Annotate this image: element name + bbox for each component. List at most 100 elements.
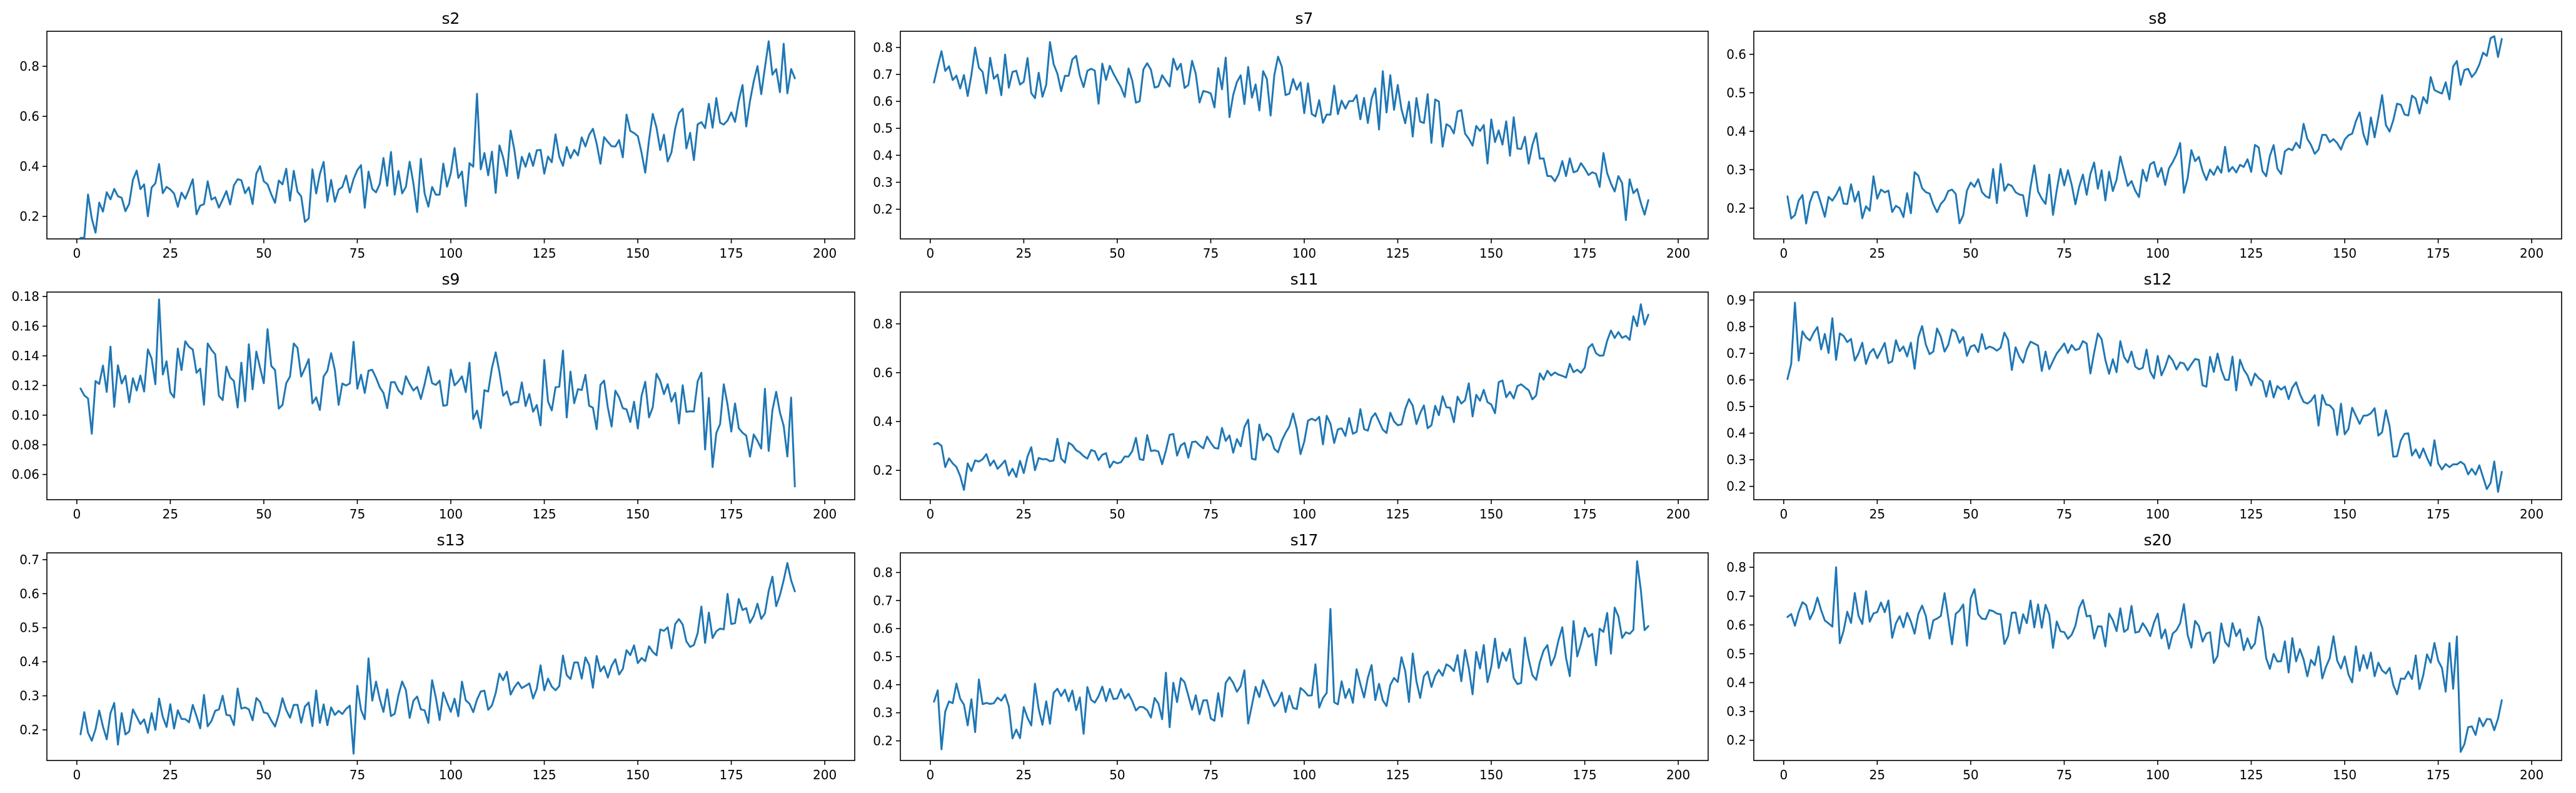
- x-tick-label: 75: [350, 246, 365, 261]
- x-tick-label: 200: [1666, 507, 1690, 522]
- panel-title: s17: [1291, 531, 1319, 549]
- panel-title: s11: [1291, 270, 1319, 288]
- y-tick-label: 0.6: [873, 365, 893, 380]
- y-tick-label: 0.3: [873, 174, 893, 189]
- y-tick-label: 0.4: [1726, 426, 1746, 441]
- x-tick-label: 175: [720, 767, 743, 782]
- x-tick-label: 75: [2056, 507, 2072, 522]
- panel-title: s12: [2144, 270, 2172, 288]
- y-tick-label: 0.18: [11, 289, 39, 304]
- x-tick-label: 50: [1963, 246, 1978, 261]
- x-tick-label: 25: [1869, 507, 1885, 522]
- x-tick-label: 175: [2427, 507, 2450, 522]
- y-tick-label: 0.8: [873, 40, 893, 55]
- x-tick-label: 125: [1386, 767, 1409, 782]
- x-tick-label: 175: [1573, 507, 1597, 522]
- x-tick-label: 200: [813, 507, 837, 522]
- x-tick-label: 125: [532, 767, 556, 782]
- series-line-s7: [933, 41, 1649, 221]
- y-tick-label: 0.8: [873, 565, 893, 580]
- y-tick-label: 0.2: [873, 463, 893, 478]
- x-tick-label: 50: [1109, 507, 1125, 522]
- axes-frame: [900, 31, 1709, 240]
- x-tick-label: 200: [813, 767, 837, 782]
- x-tick-label: 100: [1292, 767, 1316, 782]
- y-tick-label: 0.3: [1726, 704, 1746, 719]
- y-tick-label: 0.6: [19, 109, 39, 124]
- x-tick-label: 200: [2520, 767, 2543, 782]
- x-tick-label: 150: [1479, 507, 1503, 522]
- x-tick-label: 125: [532, 507, 556, 522]
- x-tick-label: 25: [1869, 246, 1885, 261]
- x-tick-label: 50: [1963, 507, 1978, 522]
- x-tick-label: 100: [2146, 767, 2170, 782]
- y-tick-label: 0.9: [1726, 293, 1746, 308]
- x-tick-label: 75: [1203, 507, 1219, 522]
- y-tick-label: 0.8: [1726, 560, 1746, 575]
- x-tick-label: 25: [1016, 767, 1032, 782]
- x-tick-label: 0: [73, 507, 81, 522]
- y-tick-label: 0.14: [11, 348, 39, 363]
- panel-title: s9: [442, 270, 460, 288]
- series-line-s2: [79, 40, 796, 239]
- series-line-s8: [1786, 35, 2503, 225]
- y-tick-label: 0.2: [873, 734, 893, 749]
- axes-frame: [46, 291, 855, 500]
- axes-frame: [46, 31, 855, 240]
- x-tick-label: 100: [2146, 246, 2170, 261]
- x-tick-label: 75: [2056, 246, 2072, 261]
- x-tick-label: 50: [1109, 767, 1125, 782]
- x-tick-label: 100: [1292, 507, 1316, 522]
- x-tick-label: 150: [626, 246, 650, 261]
- x-tick-label: 75: [1203, 767, 1219, 782]
- y-tick-label: 0.6: [1726, 47, 1746, 62]
- y-tick-label: 0.2: [1726, 479, 1746, 494]
- x-tick-label: 175: [1573, 246, 1597, 261]
- x-tick-label: 0: [1779, 507, 1788, 522]
- y-tick-label: 0.4: [873, 148, 893, 163]
- x-tick-label: 100: [1292, 246, 1316, 261]
- x-tick-label: 150: [626, 507, 650, 522]
- panel-title: s7: [1296, 9, 1314, 28]
- panel-title: s2: [442, 9, 460, 28]
- series-line-s12: [1786, 301, 2503, 493]
- x-tick-label: 175: [2427, 767, 2450, 782]
- x-tick-label: 175: [1573, 767, 1597, 782]
- x-tick-label: 150: [2333, 767, 2357, 782]
- y-tick-label: 0.6: [873, 94, 893, 109]
- x-tick-label: 25: [163, 246, 178, 261]
- x-tick-label: 150: [2333, 507, 2357, 522]
- x-tick-label: 25: [163, 767, 178, 782]
- axes-frame: [46, 552, 855, 761]
- series-line-s9: [79, 298, 796, 488]
- x-tick-label: 50: [1963, 767, 1978, 782]
- y-tick-label: 0.7: [1726, 588, 1746, 604]
- axes-frame: [1753, 552, 2562, 761]
- x-tick-label: 75: [1203, 246, 1219, 261]
- x-tick-label: 125: [2239, 246, 2263, 261]
- x-tick-label: 0: [73, 246, 81, 261]
- y-tick-label: 0.3: [19, 689, 39, 704]
- x-tick-label: 100: [439, 767, 463, 782]
- x-tick-label: 200: [1666, 246, 1690, 261]
- panel-s20: s20 0 25 50 75 100 125 150 175 200 0.2 0.3 0.4 0.5 0.6…: [1726, 531, 2562, 782]
- y-tick-label: 0.5: [873, 649, 893, 664]
- x-tick-label: 0: [926, 767, 934, 782]
- y-tick-label: 0.6: [19, 586, 39, 601]
- panel-title: s20: [2144, 531, 2172, 549]
- y-tick-label: 0.2: [1726, 733, 1746, 748]
- y-tick-label: 0.3: [1726, 162, 1746, 177]
- x-tick-label: 100: [439, 246, 463, 261]
- x-tick-label: 125: [2239, 767, 2263, 782]
- y-tick-label: 0.16: [11, 319, 39, 334]
- y-tick-label: 0.4: [19, 654, 39, 669]
- series-line-s11: [933, 303, 1649, 491]
- x-tick-label: 125: [1386, 246, 1409, 261]
- panel-s7: s7 0 25 50 75 100 125 150 175 200 0.2 0.3 0.4 0.5 0.6 0…: [873, 9, 1709, 261]
- y-tick-label: 0.4: [873, 677, 893, 692]
- x-tick-label: 200: [1666, 767, 1690, 782]
- panel-s12: s12 0 25 50 75 100 125 150 175 200 0.2 0.3 0.4 0.5 0.6…: [1726, 270, 2562, 522]
- x-tick-label: 25: [1016, 507, 1032, 522]
- series-line-s20: [1786, 566, 2503, 753]
- x-tick-label: 75: [2056, 767, 2072, 782]
